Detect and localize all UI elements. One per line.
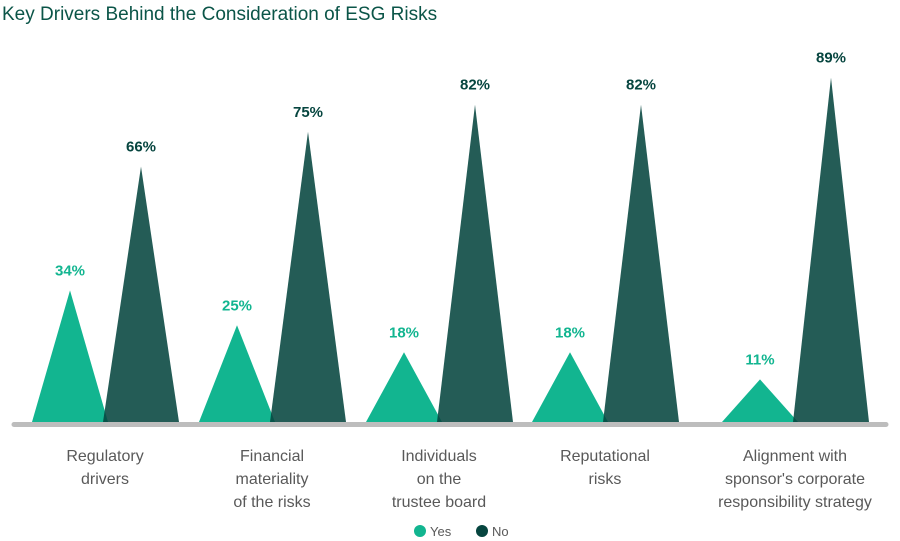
- no-value-label-0: 66%: [126, 139, 156, 156]
- category-label-1-2: of the risks: [233, 494, 310, 511]
- legend: Yes No: [414, 524, 509, 539]
- yes-value-label-2: 18%: [389, 324, 419, 341]
- category-label-2-1: on the: [417, 471, 462, 488]
- category-label-3-1: risks: [589, 471, 622, 488]
- yes-value-label-0: 34%: [55, 262, 85, 279]
- legend-marker-no: [476, 525, 488, 537]
- yes-value-label-3: 18%: [555, 324, 585, 341]
- no-value-label-1: 75%: [293, 104, 323, 121]
- yes-value-label-4: 11%: [745, 351, 774, 368]
- legend-marker-yes: [414, 525, 426, 537]
- legend-label-yes: Yes: [430, 524, 452, 539]
- category-label-2-2: trustee board: [392, 494, 486, 511]
- no-bar-0: [103, 166, 179, 422]
- category-label-4-2: responsibility strategy: [718, 494, 872, 511]
- chart-title: Key Drivers Behind the Consideration of …: [2, 4, 437, 25]
- category-label-0-1: drivers: [81, 471, 129, 488]
- category-label-4-1: sponsor's corporate: [725, 471, 865, 488]
- category-label-1-0: Financial: [240, 448, 304, 465]
- category-labels: Regulatory drivers Financial materiality of …: [66, 448, 872, 511]
- category-label-0-0: Regulatory: [66, 448, 143, 465]
- chart-marks: [32, 77, 869, 423]
- category-label-4-0: Alignment with: [743, 448, 847, 465]
- category-label-3-0: Reputational: [560, 448, 650, 465]
- no-bar-2: [437, 104, 513, 422]
- no-bar-4: [793, 77, 869, 422]
- no-bar-3: [603, 104, 679, 422]
- no-value-label-4: 89%: [816, 50, 846, 67]
- no-bar-1: [270, 131, 346, 423]
- no-value-label-3: 82%: [626, 77, 656, 94]
- category-label-2-0: Individuals: [401, 448, 477, 465]
- chart-labels: 34% 25% 18% 18% 11% 66% 75% 82% 82% 89%: [55, 50, 846, 369]
- yes-bar-3: [532, 352, 608, 422]
- legend-label-no: No: [492, 524, 509, 539]
- yes-bar-1: [199, 325, 275, 422]
- yes-bar-0: [32, 290, 108, 422]
- yes-value-label-1: 25%: [222, 297, 252, 314]
- yes-bar-2: [366, 352, 442, 422]
- yes-bar-4: [722, 379, 798, 422]
- category-label-1-1: materiality: [236, 471, 309, 488]
- no-value-label-2: 82%: [460, 77, 490, 94]
